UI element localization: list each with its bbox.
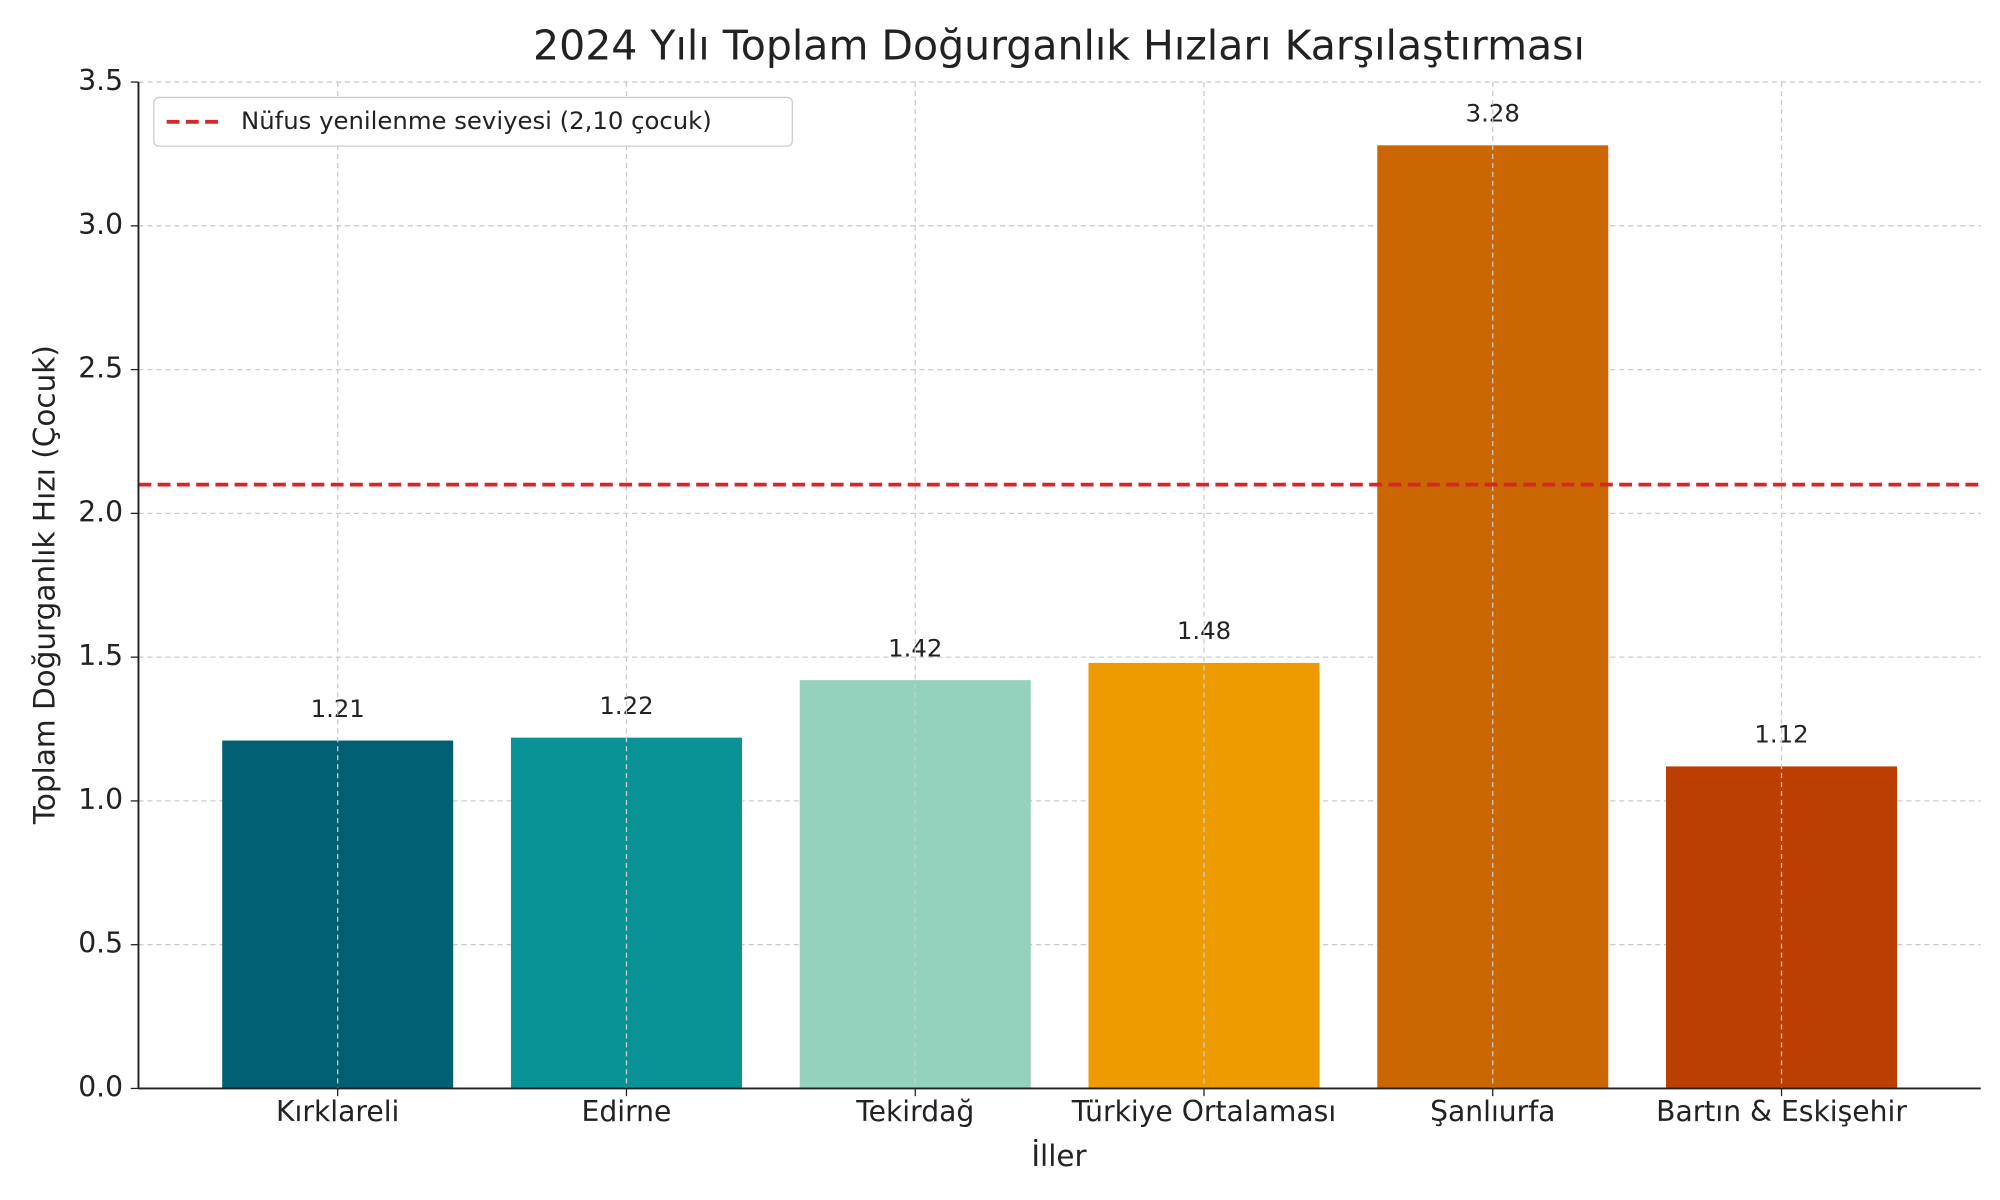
x-axis-label: İller: [1031, 1138, 1087, 1173]
y-tick-label: 0.0: [78, 1070, 123, 1103]
x-tick-label: Şanlıurfa: [1430, 1095, 1555, 1128]
y-tick-label: 3.5: [78, 64, 123, 97]
y-axis-label: Toplam Doğurganlık Hızı (Çocuk): [28, 345, 62, 825]
x-tick-label: Kırklareli: [276, 1095, 399, 1128]
y-tick-label: 1.0: [78, 783, 123, 816]
bar: [222, 740, 454, 1089]
x-tick-label: Türkiye Ortalaması: [1071, 1095, 1336, 1128]
chart-title: 2024 Yılı Toplam Doğurganlık Hızları Kar…: [533, 22, 1585, 70]
y-tick-label: 0.5: [78, 927, 123, 960]
value-label: 1.12: [1754, 720, 1808, 749]
x-tick-label: Tekirdağ: [855, 1095, 974, 1128]
y-tick-label: 2.0: [78, 495, 123, 528]
y-tick-label: 3.0: [78, 208, 123, 241]
y-tick-label: 1.5: [78, 639, 123, 672]
y-tick-label: 2.5: [78, 352, 123, 385]
legend-label: Nüfus yenilenme seviyesi (2,10 çocuk): [241, 106, 712, 135]
x-tick-label: Bartın & Eskişehir: [1656, 1095, 1907, 1128]
value-label: 1.21: [311, 694, 365, 723]
x-tick-label: Edirne: [582, 1095, 672, 1128]
legend-box: [153, 96, 793, 147]
